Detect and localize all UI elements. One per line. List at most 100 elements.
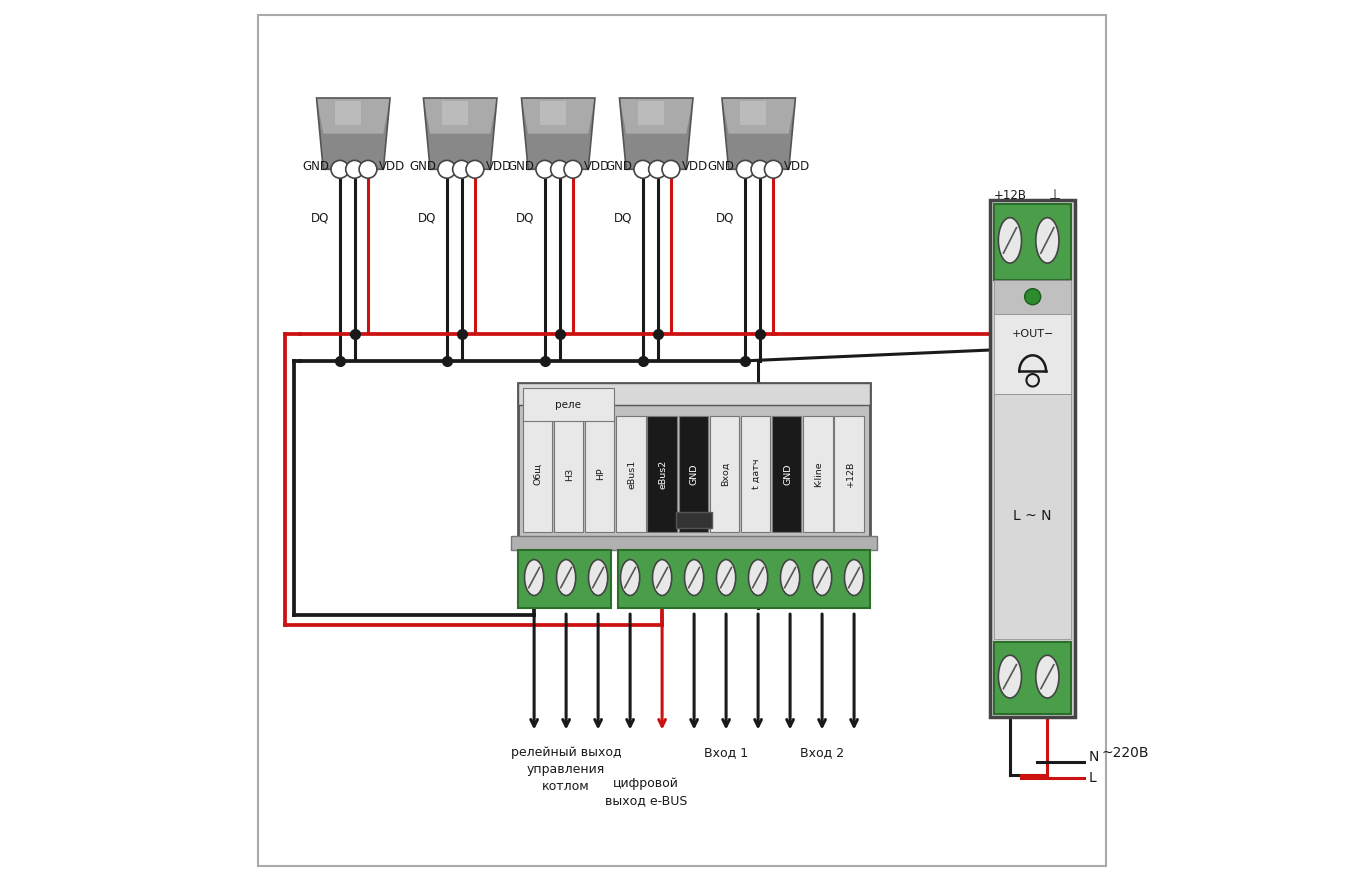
Bar [993,314,1072,394]
Polygon shape [722,98,795,134]
Polygon shape [442,101,468,125]
Ellipse shape [1035,655,1058,698]
Circle shape [551,160,569,178]
Circle shape [649,160,666,178]
Text: L: L [1088,771,1096,785]
Bar [522,416,552,532]
Text: Вход 2: Вход 2 [801,746,844,759]
Bar [518,550,611,608]
Text: реле: реле [555,399,581,410]
Text: цифровой
выход e-BUS: цифровой выход e-BUS [605,777,687,807]
Text: DQ: DQ [418,212,436,225]
Ellipse shape [653,560,672,595]
Bar [993,642,1072,714]
Circle shape [752,160,769,178]
Text: +12В: +12В [993,189,1026,202]
Text: НР: НР [596,468,605,480]
Bar [518,383,870,539]
Text: DQ: DQ [716,212,734,225]
Polygon shape [620,98,693,134]
Text: VDD: VDD [681,160,708,173]
Text: N: N [1088,750,1099,764]
Text: VDD: VDD [784,160,810,173]
Text: eBus1: eBus1 [627,460,636,488]
Text: VDD: VDD [584,160,609,173]
Polygon shape [335,101,361,125]
Circle shape [346,160,364,178]
Polygon shape [521,98,594,169]
Text: ⊥: ⊥ [1049,188,1061,202]
Bar [616,416,646,532]
Bar [554,416,584,532]
Circle shape [536,160,554,178]
Bar [993,394,1072,639]
Text: DQ: DQ [311,212,330,225]
Polygon shape [741,101,767,125]
Circle shape [331,160,349,178]
Text: GND: GND [508,160,535,173]
Ellipse shape [749,560,768,595]
Polygon shape [423,98,497,169]
Text: GND: GND [689,463,699,485]
Bar [772,416,802,532]
Bar [512,536,877,550]
Polygon shape [423,98,497,134]
Text: +OUT−: +OUT− [1011,329,1054,339]
Text: GND: GND [410,160,436,173]
Ellipse shape [589,560,608,595]
Circle shape [764,160,782,178]
Text: GND: GND [783,463,792,485]
Polygon shape [722,98,795,169]
Polygon shape [638,101,664,125]
Polygon shape [620,98,693,169]
Bar [676,512,712,528]
Circle shape [1025,289,1041,305]
Text: Вход: Вход [721,462,730,486]
Ellipse shape [1035,217,1058,263]
Ellipse shape [780,560,799,595]
Bar [993,204,1072,280]
Text: t датч: t датч [752,459,761,489]
Text: Общ: Общ [533,463,543,485]
Text: GND: GND [303,160,330,173]
Circle shape [634,160,651,178]
Polygon shape [316,98,389,134]
Polygon shape [521,98,594,134]
Bar [647,416,677,532]
Bar [803,416,833,532]
Bar [585,416,615,532]
Circle shape [438,160,456,178]
Text: GND: GND [605,160,632,173]
Bar [678,416,708,532]
Text: VDD: VDD [379,160,404,173]
Bar [710,416,740,532]
Polygon shape [540,101,566,125]
Ellipse shape [813,560,832,595]
Text: релейный выход
управления
котлом: релейный выход управления котлом [510,746,622,793]
Bar [518,383,870,405]
Text: K-line: K-line [814,462,824,486]
Text: НЗ: НЗ [565,468,574,480]
Circle shape [453,160,471,178]
Text: GND: GND [707,160,734,173]
Bar [835,416,864,532]
Bar [741,416,771,532]
Circle shape [737,160,754,178]
Ellipse shape [620,560,639,595]
Circle shape [565,160,582,178]
Text: VDD: VDD [486,160,512,173]
Text: ~220В: ~220В [1102,746,1149,760]
Bar [991,200,1075,717]
Ellipse shape [999,655,1022,698]
Text: +12В: +12В [845,461,855,487]
Circle shape [465,160,484,178]
Bar [993,280,1072,314]
Text: L ~ N: L ~ N [1014,510,1052,523]
Bar [617,550,870,608]
Text: eBus2: eBus2 [658,460,668,488]
Polygon shape [316,98,389,169]
Circle shape [662,160,680,178]
Text: DQ: DQ [516,212,535,225]
Bar [522,388,615,421]
Text: Вход 1: Вход 1 [704,746,748,759]
